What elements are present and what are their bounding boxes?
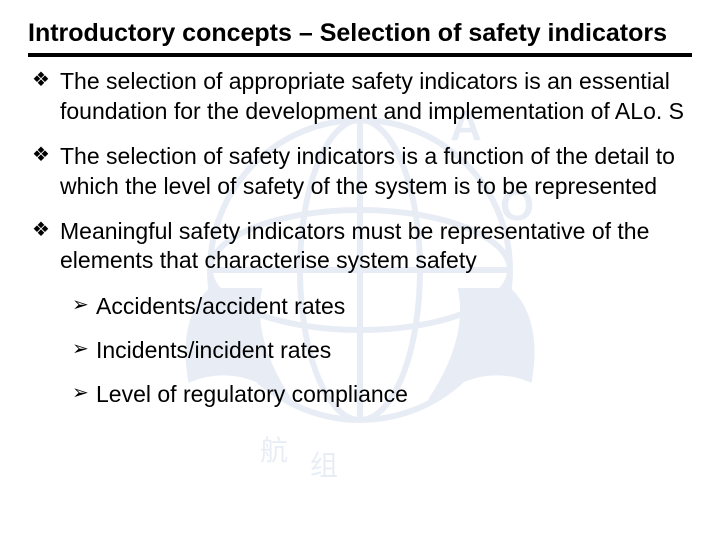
list-item: ➢ Incidents/incident rates (72, 336, 692, 366)
slide-title: Introductory concepts – Selection of saf… (28, 18, 692, 57)
diamond-bullet-icon: ❖ (32, 142, 60, 169)
slide-content: Introductory concepts – Selection of saf… (0, 0, 720, 410)
arrow-bullet-icon: ➢ (72, 380, 96, 406)
main-bullet-list: ❖ The selection of appropriate safety in… (28, 67, 692, 276)
list-item: ➢ Accidents/accident rates (72, 292, 692, 322)
sub-bullet-list: ➢ Accidents/accident rates ➢ Incidents/i… (28, 292, 692, 410)
arrow-bullet-icon: ➢ (72, 336, 96, 362)
sub-bullet-text: Accidents/accident rates (96, 292, 692, 322)
diamond-bullet-icon: ❖ (32, 67, 60, 94)
list-item: ❖ Meaningful safety indicators must be r… (28, 217, 692, 276)
diamond-bullet-icon: ❖ (32, 217, 60, 244)
list-item: ➢ Level of regulatory compliance (72, 380, 692, 410)
bullet-text: The selection of safety indicators is a … (60, 142, 692, 201)
list-item: ❖ The selection of appropriate safety in… (28, 67, 692, 126)
bullet-text: Meaningful safety indicators must be rep… (60, 217, 692, 276)
list-item: ❖ The selection of safety indicators is … (28, 142, 692, 201)
sub-bullet-text: Level of regulatory compliance (96, 380, 692, 410)
arrow-bullet-icon: ➢ (72, 292, 96, 318)
svg-text:航: 航 (260, 435, 288, 466)
sub-bullet-text: Incidents/incident rates (96, 336, 692, 366)
bullet-text: The selection of appropriate safety indi… (60, 67, 692, 126)
svg-text:组: 组 (310, 450, 338, 480)
